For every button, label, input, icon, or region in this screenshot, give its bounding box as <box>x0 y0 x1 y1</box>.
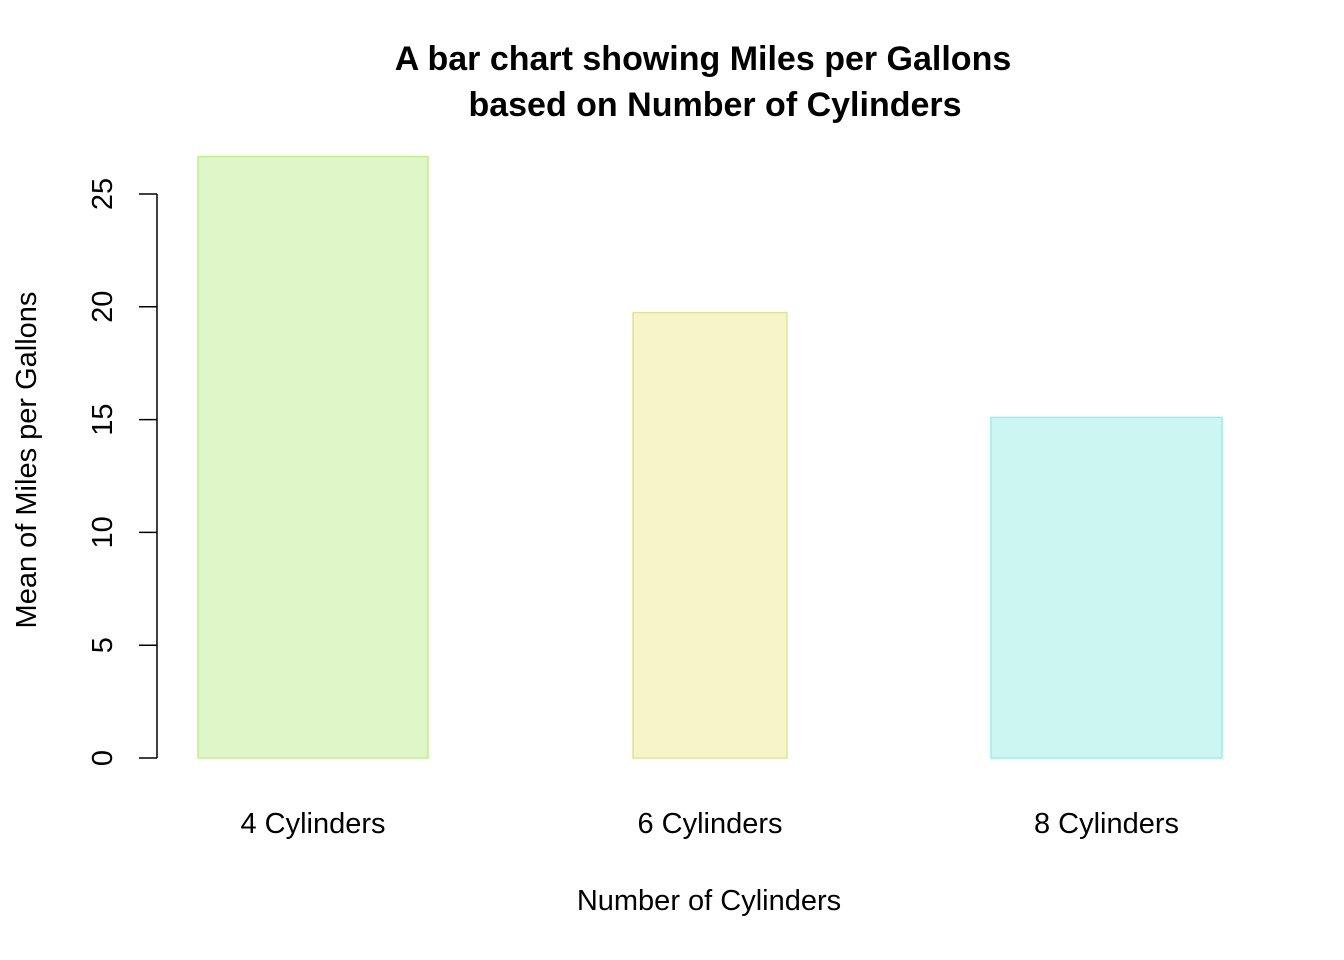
bar-3 <box>990 416 1223 759</box>
x-category-label-3: 8 Cylinders <box>1034 808 1179 840</box>
y-axis-label: Mean of Miles per Gallons <box>11 292 43 629</box>
y-tick-label: 10 <box>87 516 119 548</box>
bar-2 <box>632 311 788 759</box>
x-axis-label: Number of Cylinders <box>577 885 841 917</box>
y-tick-label: 25 <box>87 178 119 210</box>
y-tick-label: 0 <box>87 750 119 766</box>
y-tick-label: 5 <box>87 637 119 653</box>
y-tick-label: 20 <box>87 291 119 323</box>
bars-group <box>197 155 1223 759</box>
x-category-labels: 4 Cylinders 6 Cylinders 8 Cylinders <box>240 808 1179 840</box>
y-tick-label: 15 <box>87 403 119 435</box>
bar-1 <box>197 155 429 759</box>
chart-title-line-1: A bar chart showing Miles per Gallons <box>395 40 1012 78</box>
y-axis: 0 5 10 15 20 25 <box>87 178 158 766</box>
chart-title-line-2: based on Number of Cylinders <box>468 86 961 124</box>
x-category-label-2: 6 Cylinders <box>637 808 782 840</box>
x-category-label-1: 4 Cylinders <box>240 808 385 840</box>
